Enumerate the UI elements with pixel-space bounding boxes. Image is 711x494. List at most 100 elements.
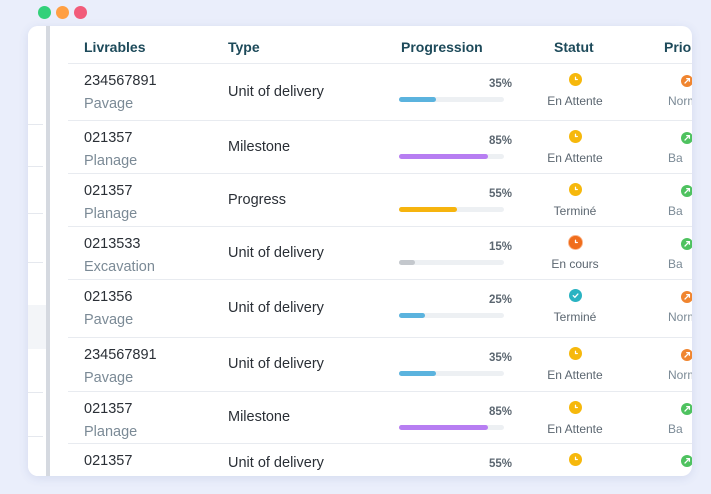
column-header-livrables[interactable]: Livrables [84, 39, 146, 55]
deliverables-table: Livrables Type Progression Statut Prio 2… [68, 26, 692, 476]
status-label: En Attente [547, 151, 603, 165]
deliverable-id: 021357 [84, 130, 133, 146]
progress-bar [399, 97, 504, 102]
sidebar-divider [28, 262, 43, 263]
deliverable-id: 0213533 [84, 236, 141, 252]
clock-icon [569, 453, 582, 466]
priority-label: Norm [668, 310, 692, 324]
priority-label: Ba [668, 204, 683, 218]
priority-icon [681, 403, 692, 415]
priority-label: Norm [668, 94, 692, 108]
clock-icon [569, 73, 582, 86]
progress-bar [399, 260, 504, 265]
progress-bar-fill [399, 260, 415, 265]
deliverable-type: Unit of delivery [228, 300, 324, 316]
table-row[interactable]: 234567891 Pavage Unit of delivery 35% En… [68, 338, 692, 392]
progress-bar [399, 154, 504, 159]
column-header-type[interactable]: Type [228, 39, 260, 55]
priority-icon [681, 132, 692, 144]
sidebar-divider [28, 436, 43, 437]
priority-icon [681, 75, 692, 87]
progress-percent: 85% [488, 135, 512, 147]
deliverable-name: Pavage [84, 312, 134, 328]
status-label: En Attente [547, 422, 603, 436]
progress-bar [399, 313, 504, 318]
progress-bar-fill [399, 154, 489, 159]
deliverable-type: Unit of delivery [228, 244, 324, 261]
priority-label: Ba [668, 257, 683, 271]
deliverable-name: Excavation [84, 259, 155, 275]
deliverable-id: 021357 [84, 183, 133, 199]
app-window: Livrables Type Progression Statut Prio 2… [28, 26, 692, 476]
progress-percent: 25% [488, 294, 512, 306]
status-label: Terminé [553, 310, 597, 324]
deliverable-name: Pavage [84, 370, 134, 386]
sidebar-divider [28, 166, 43, 167]
deliverable-type: Unit of delivery [228, 83, 324, 100]
deliverable-name: Planage [84, 206, 138, 222]
deliverable-type: Unit of delivery [228, 356, 324, 372]
progress-bar-fill [399, 371, 436, 376]
clock-icon [569, 130, 582, 143]
check-icon [569, 289, 582, 302]
table-body: 234567891 Pavage Unit of delivery 35% En… [68, 64, 692, 476]
deliverable-type: Milestone [228, 138, 291, 155]
window-controls [38, 6, 87, 19]
deliverable-type: Progress [228, 191, 287, 208]
deliverable-id: 021357 [84, 401, 133, 417]
deliverable-id: 234567891 [84, 347, 157, 363]
panel-resize-handle[interactable] [46, 26, 50, 476]
priority-icon [681, 455, 692, 467]
table-row[interactable]: 021356 Pavage Unit of delivery 25% Termi… [68, 280, 692, 338]
table-row[interactable]: 021357 Unit of delivery 55% [68, 444, 692, 476]
priority-icon [681, 185, 692, 197]
sidebar-divider [28, 213, 43, 214]
progress-bar [399, 207, 504, 212]
table-row[interactable]: 234567891 Pavage Unit of delivery 35% En… [68, 64, 692, 121]
progress-percent: 35% [488, 78, 512, 90]
column-header-progression[interactable]: Progression [401, 39, 483, 55]
window-control-green[interactable] [38, 6, 51, 19]
progress-percent: 55% [488, 188, 512, 200]
deliverable-name: Pavage [84, 96, 134, 112]
column-header-priorite[interactable]: Prio [664, 39, 692, 55]
deliverable-type: Milestone [228, 409, 291, 425]
progress-percent: 15% [488, 241, 512, 253]
clock-icon [569, 401, 582, 414]
progress-bar [399, 425, 504, 430]
priority-icon [681, 349, 692, 361]
table-row[interactable]: 0213533 Excavation Unit of delivery 15% … [68, 227, 692, 280]
deliverable-id: 021356 [84, 289, 133, 305]
progress-percent: 85% [488, 406, 512, 418]
clock-icon [569, 236, 582, 249]
priority-label: Ba [668, 422, 683, 436]
clock-icon [569, 347, 582, 360]
priority-icon [681, 291, 692, 303]
column-header-statut[interactable]: Statut [554, 39, 594, 55]
deliverable-type: Unit of delivery [228, 455, 324, 471]
progress-bar-fill [399, 97, 436, 102]
progress-percent: 55% [488, 458, 512, 470]
priority-label: Norm [668, 368, 692, 382]
window-control-pink[interactable] [74, 6, 87, 19]
priority-icon [681, 238, 692, 250]
table-row[interactable]: 021357 Planage Milestone 85% En Attente … [68, 392, 692, 444]
status-label: Terminé [553, 204, 597, 218]
progress-bar-fill [399, 207, 457, 212]
progress-percent: 35% [488, 352, 512, 364]
window-control-orange[interactable] [56, 6, 69, 19]
deliverable-id: 021357 [84, 453, 133, 469]
sidebar-divider [28, 124, 43, 125]
table-header: Livrables Type Progression Statut Prio [68, 26, 692, 64]
status-label: En Attente [547, 368, 603, 382]
clock-icon [569, 183, 582, 196]
deliverable-name: Planage [84, 153, 138, 169]
progress-bar-fill [399, 313, 426, 318]
progress-bar [399, 371, 504, 376]
progress-bar-fill [399, 425, 489, 430]
table-row[interactable]: 021357 Planage Milestone 85% En Attente … [68, 121, 692, 174]
sidebar-divider [28, 392, 43, 393]
table-row[interactable]: 021357 Planage Progress 55% Terminé Ba [68, 174, 692, 227]
sidebar-item-active[interactable] [28, 305, 50, 349]
status-label: En cours [551, 257, 599, 271]
